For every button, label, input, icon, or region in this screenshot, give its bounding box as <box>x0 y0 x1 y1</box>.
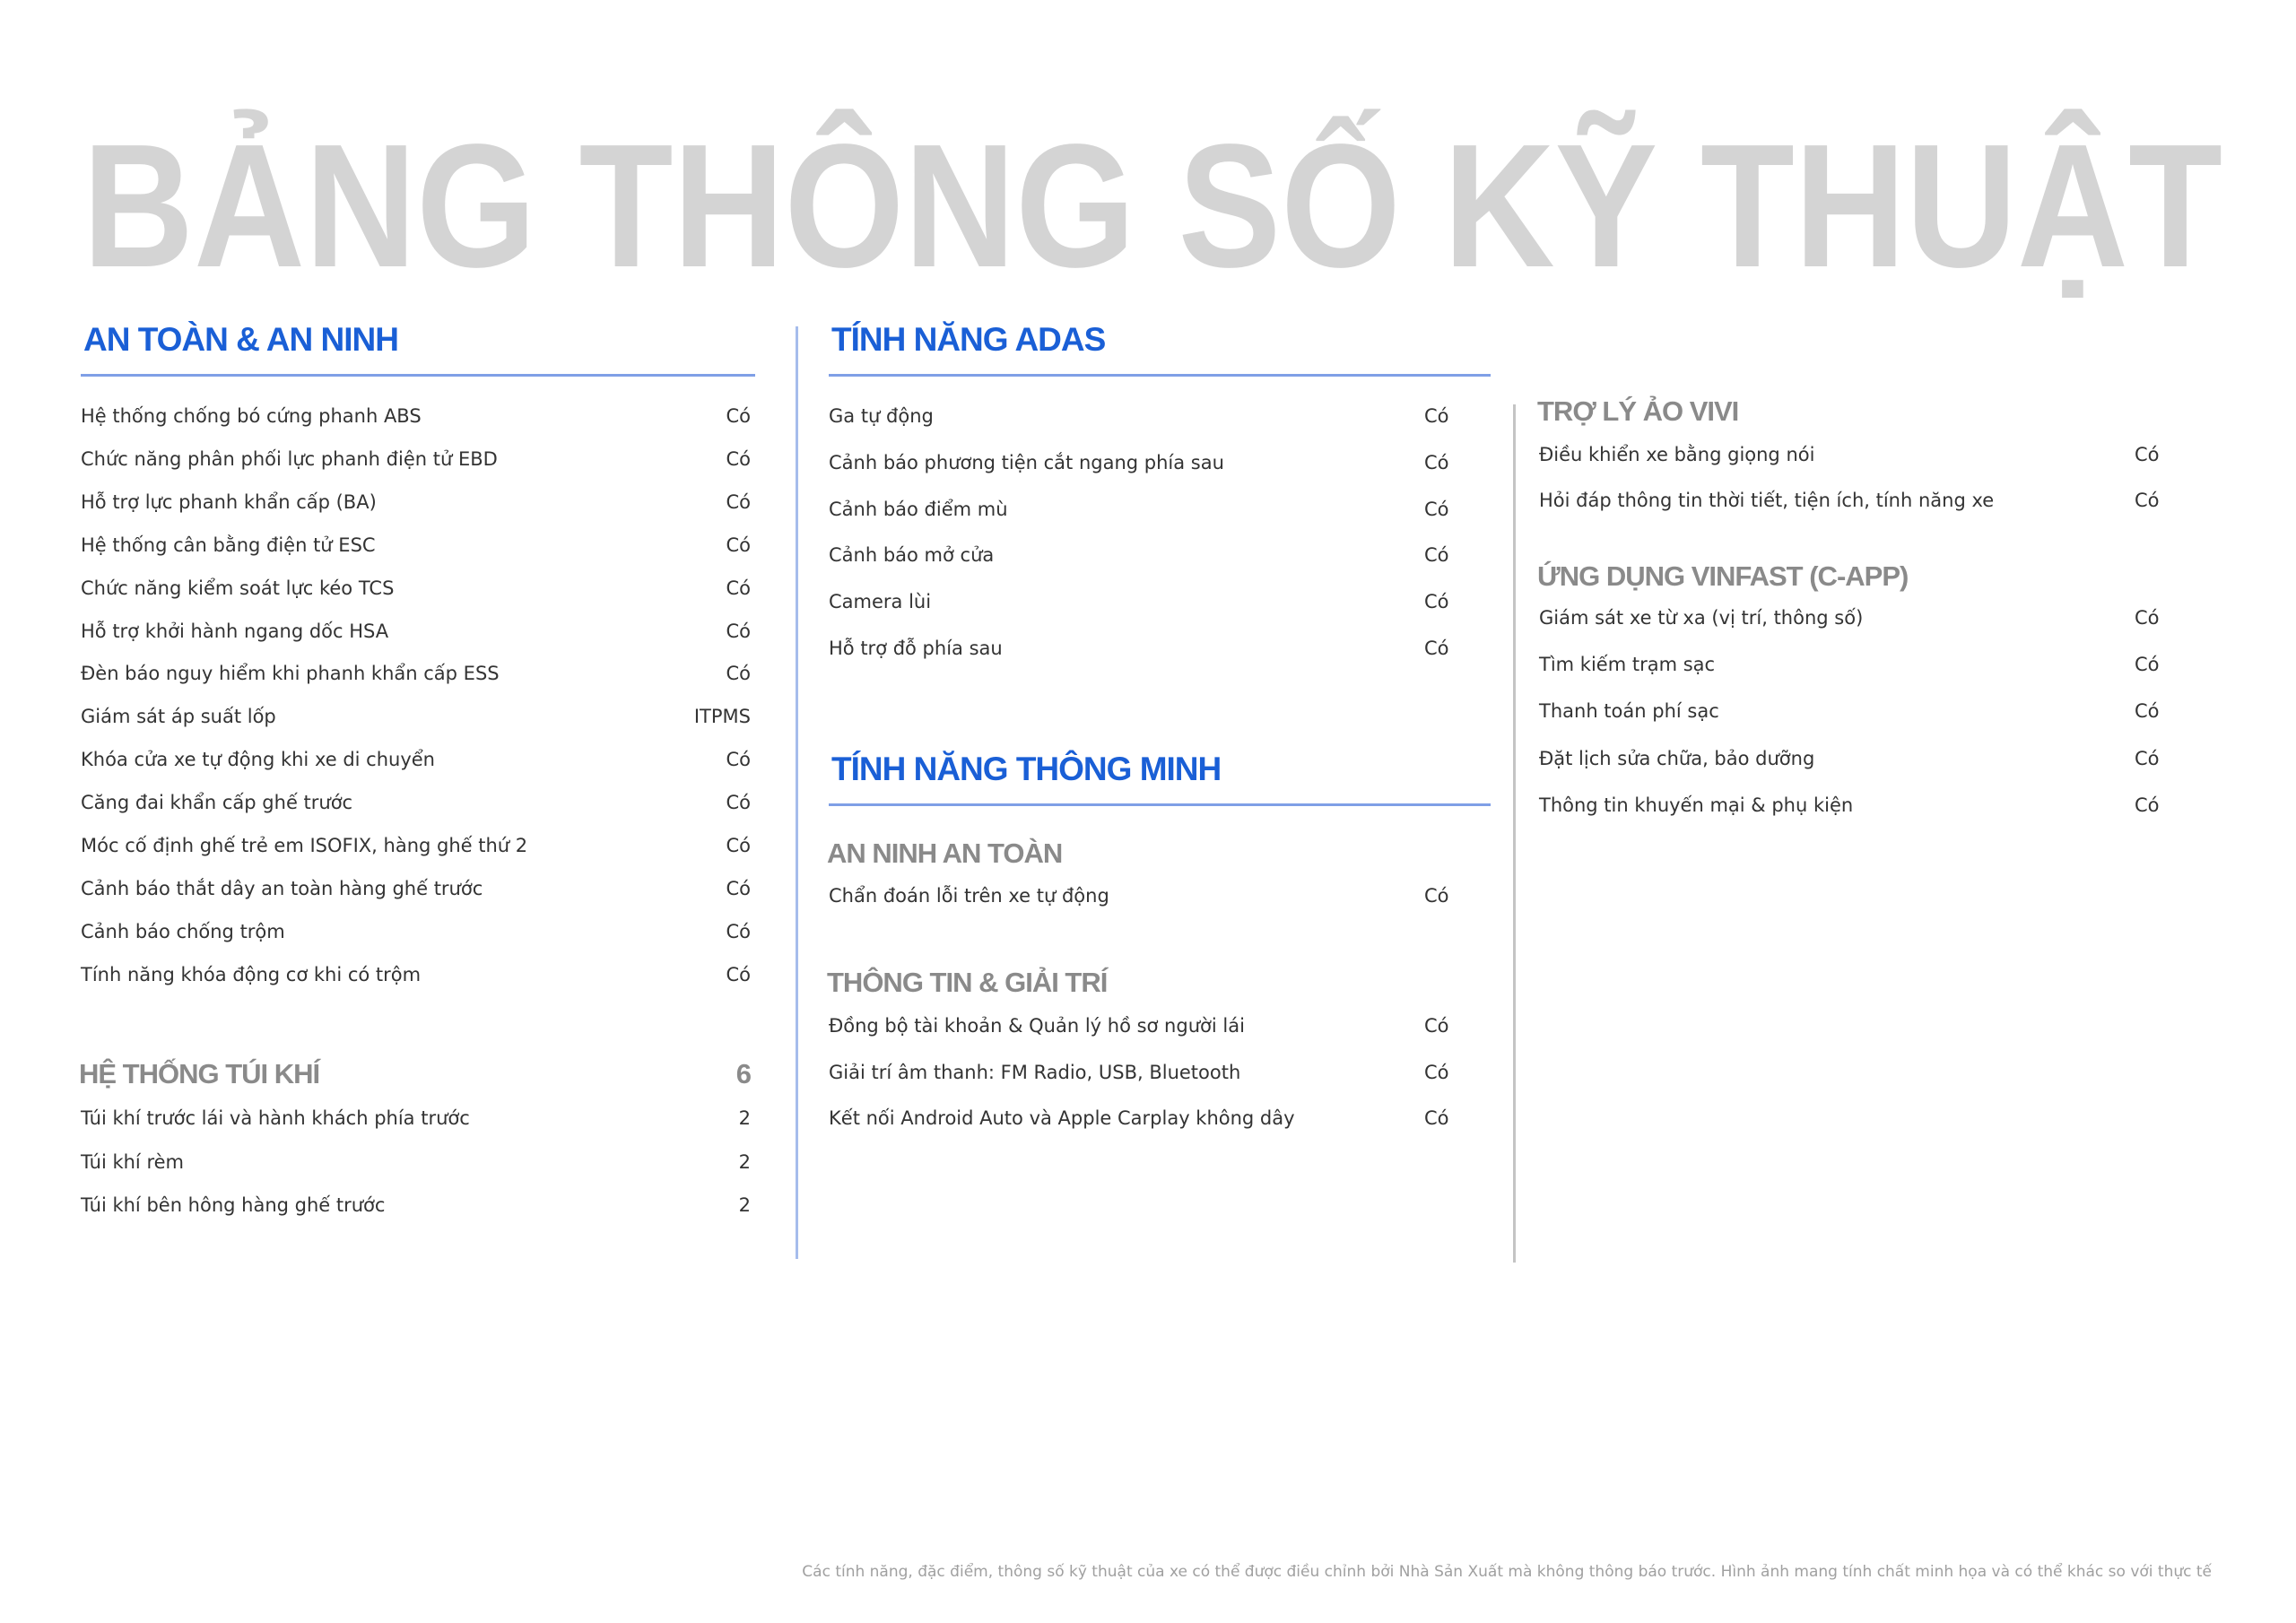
spec-value: Có <box>1424 451 1449 473</box>
spec-value: Có <box>726 405 751 427</box>
section-rule <box>829 374 1491 377</box>
spec-value: 2 <box>738 1150 751 1173</box>
footnote: Các tính năng, đặc điểm, thông số kỹ thu… <box>802 1563 2212 1581</box>
column-divider <box>1513 404 1516 1263</box>
spec-value: Có <box>726 835 751 856</box>
spec-value: Có <box>726 663 751 685</box>
spec-value: Có <box>726 963 751 985</box>
spec-label: Chức năng kiểm soát lực kéo TCS <box>81 577 395 599</box>
spec-label: Điều khiển xe bằng giọng nói <box>1539 444 1815 465</box>
spec-value: Có <box>1424 1061 1449 1083</box>
spec-value: Có <box>1424 544 1449 567</box>
spec-value: Có <box>726 920 751 942</box>
section-rule <box>829 803 1491 806</box>
section-heading: TÍNH NĂNG THÔNG MINH <box>831 751 1222 787</box>
spec-label: Hỗ trợ lực phanh khẩn cấp (BA) <box>81 490 377 513</box>
spec-value: Có <box>1424 591 1449 613</box>
spec-value: Có <box>1424 885 1449 907</box>
spec-label: Tìm kiếm trạm sạc <box>1539 654 1716 676</box>
spec-label: Cảnh báo điểm mù <box>829 498 1008 520</box>
spec-label: Cảnh báo thắt dây an toàn hàng ghế trước <box>81 877 483 899</box>
spec-value: ITPMS <box>693 706 751 728</box>
spec-label: Hỏi đáp thông tin thời tiết, tiện ích, t… <box>1539 490 1995 511</box>
spec-value: Có <box>2135 747 2160 769</box>
spec-value: Có <box>2135 607 2160 629</box>
spec-label: Giải trí âm thanh: FM Radio, USB, Blueto… <box>829 1061 1241 1083</box>
spec-value: Có <box>726 534 751 556</box>
section-rule <box>81 374 755 377</box>
spec-value: Có <box>2135 794 2160 816</box>
spec-value: Có <box>1424 1015 1449 1037</box>
spec-label: Móc cố định ghế trẻ em ISOFIX, hàng ghế … <box>81 835 528 856</box>
column-divider <box>796 326 798 1259</box>
spec-label: Camera lùi <box>829 591 932 613</box>
section-heading: TÍNH NĂNG ADAS <box>831 321 1106 358</box>
spec-label: Giám sát xe từ xa (vị trí, thông số) <box>1539 607 1864 629</box>
spec-label: Khóa cửa xe tự động khi xe di chuyển <box>81 749 435 771</box>
subsection-heading: HỆ THỐNG TÚI KHÍ <box>79 1058 320 1089</box>
spec-label: Tính năng khóa động cơ khi có trộm <box>81 963 422 985</box>
spec-label: Túi khí rèm <box>81 1150 184 1173</box>
spec-value: Có <box>2135 490 2160 511</box>
spec-label: Kết nối Android Auto và Apple Carplay kh… <box>829 1107 1295 1129</box>
spec-label: Cảnh báo phương tiện cắt ngang phía sau <box>829 451 1224 473</box>
spec-label: Đồng bộ tài khoản & Quản lý hồ sơ người … <box>829 1015 1245 1037</box>
spec-label: Giám sát áp suất lốp <box>81 706 276 728</box>
subsection-total: 6 <box>735 1058 752 1089</box>
spec-label: Ga tự động <box>829 405 934 427</box>
spec-label: Túi khí trước lái và hành khách phía trư… <box>81 1107 470 1129</box>
section-heading: AN TOÀN & AN NINH <box>83 321 399 358</box>
spec-value: 2 <box>738 1107 751 1129</box>
spec-value: Có <box>726 577 751 599</box>
spec-label: Hệ thống chống bó cứng phanh ABS <box>81 405 422 427</box>
spec-value: Có <box>1424 405 1449 427</box>
spec-value: Có <box>2135 654 2160 676</box>
spec-value: Có <box>1424 638 1449 659</box>
spec-value: Có <box>2135 444 2160 465</box>
subsection-heading: THÔNG TIN & GIẢI TRÍ <box>827 967 1108 998</box>
spec-value: Có <box>726 620 751 642</box>
spec-label: Cảnh báo chống trộm <box>81 920 285 942</box>
spec-label: Hệ thống cân bằng điện tử ESC <box>81 534 376 556</box>
spec-label: Thông tin khuyến mại & phụ kiện <box>1539 794 1854 816</box>
subsection-heading: ỨNG DỤNG VINFAST (C-APP) <box>1537 560 1909 592</box>
spec-label: Đèn báo nguy hiểm khi phanh khẩn cấp ESS <box>81 663 500 685</box>
subsection-heading: TRỢ LÝ ẢO VIVI <box>1537 395 1739 427</box>
page-title: BẢNG THÔNG SỐ KỸ THUẬT <box>83 108 2222 304</box>
spec-label: Túi khí bên hông hàng ghế trước <box>81 1194 386 1216</box>
spec-label: Thanh toán phí sạc <box>1539 700 1719 723</box>
spec-label: Chẩn đoán lỗi trên xe tự động <box>829 885 1109 907</box>
title-area: BẢNG THÔNG SỐ KỸ THUẬT <box>83 108 2222 304</box>
spec-label: Căng đai khẩn cấp ghế trước <box>81 792 353 814</box>
spec-value: Có <box>726 490 751 513</box>
spec-label: Hỗ trợ khởi hành ngang dốc HSA <box>81 620 389 642</box>
spec-value: Có <box>1424 498 1449 520</box>
spec-label: Đặt lịch sửa chữa, bảo dưỡng <box>1539 747 1815 769</box>
spec-value: Có <box>726 877 751 899</box>
spec-value: Có <box>726 792 751 814</box>
spec-label: Hỗ trợ đỗ phía sau <box>829 638 1003 659</box>
spec-value: 2 <box>738 1194 751 1216</box>
spec-value: Có <box>726 447 751 470</box>
spec-label: Chức năng phân phối lực phanh điện tử EB… <box>81 447 498 470</box>
spec-value: Có <box>1424 1107 1449 1129</box>
spec-value: Có <box>2135 700 2160 723</box>
spec-label: Cảnh báo mở cửa <box>829 544 995 567</box>
spec-value: Có <box>726 749 751 771</box>
subsection-heading: AN NINH AN TOÀN <box>827 838 1063 869</box>
